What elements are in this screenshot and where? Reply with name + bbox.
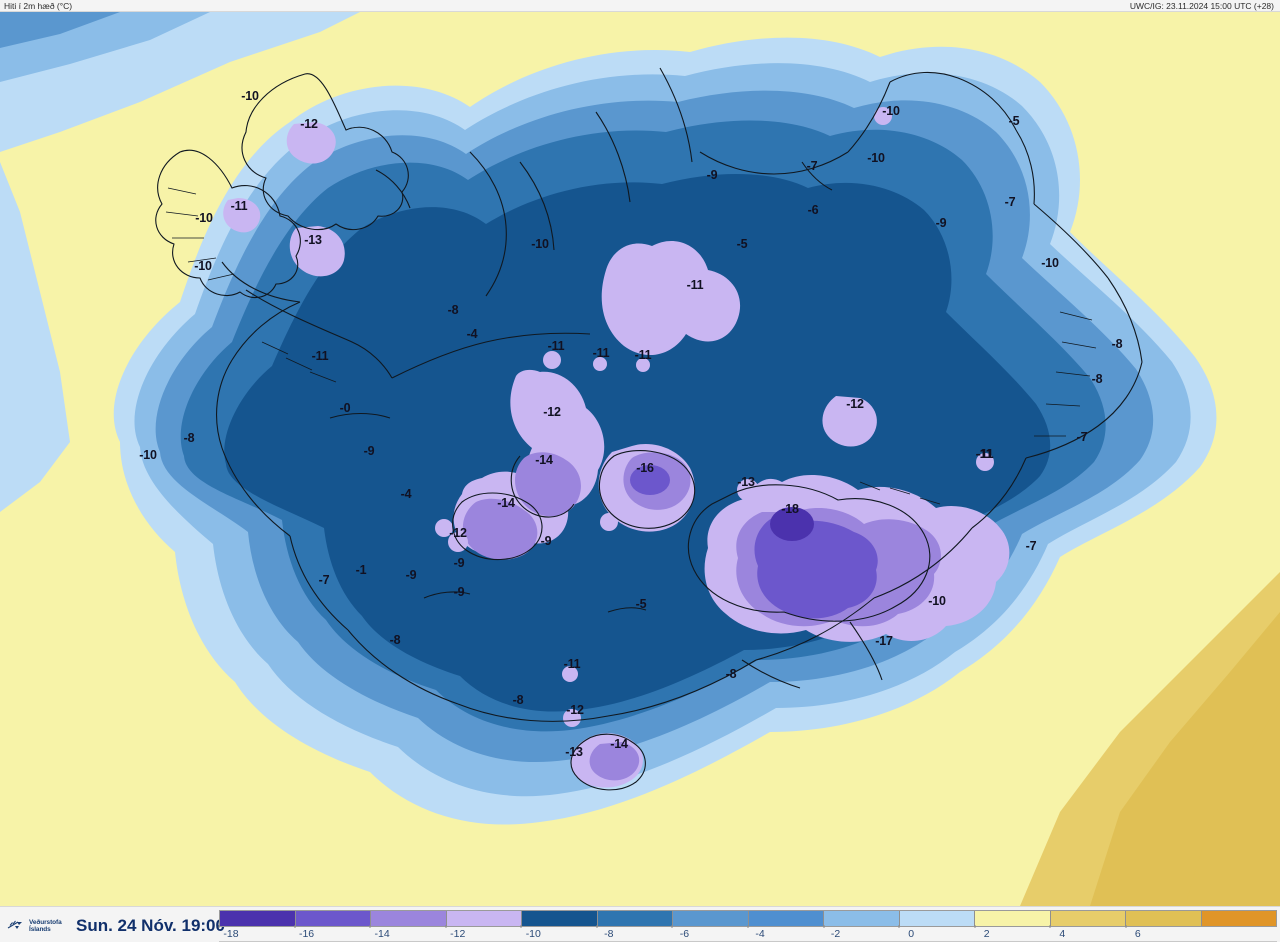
footer-bar: Veðurstofa Íslands Sun. 24 Nóv. 19:00 -1… (0, 906, 1280, 942)
color-scale-tick-label: -16 (298, 928, 315, 940)
color-scale-tick-mark (369, 925, 371, 928)
color-scale-segment (295, 911, 371, 926)
color-scale-segment (975, 911, 1051, 926)
logo-text: Veðurstofa Íslands (29, 919, 62, 934)
color-scale-tick-mark (596, 925, 598, 928)
color-scale-segment (371, 911, 447, 926)
color-scale-tick-label: 2 (983, 928, 990, 940)
color-scale-segment (824, 911, 900, 926)
color-scale-segment (673, 911, 749, 926)
color-scale-tick-label: -4 (755, 928, 765, 940)
color-scale-segment (899, 911, 975, 926)
color-scale-tick-label: -14 (374, 928, 390, 940)
color-scale-segment (1126, 911, 1202, 926)
color-scale-tick-label: -18 (223, 928, 239, 940)
color-scale-segment (220, 911, 296, 926)
color-scale-segment (1201, 911, 1276, 926)
color-scale-tick-label: -12 (450, 928, 466, 940)
color-scale-tick-mark (747, 925, 749, 928)
color-scale-tick-label: 6 (1134, 928, 1141, 940)
color-scale-tick-mark (974, 925, 976, 928)
color-scale[interactable]: -18 -16 -14 -12 -10 -8 -6 -4 -2 0 2 4 6 (218, 910, 1277, 942)
color-scale-tick-mark (294, 925, 296, 928)
model-run-info: UWC/IG: 23.11.2024 15:00 UTC (+28) (1129, 1, 1274, 11)
logo-line-1: Veðurstofa (29, 918, 62, 926)
color-scale-tick-label: -6 (679, 928, 690, 940)
color-scale-tick-mark (445, 925, 447, 928)
logo-line-2: Íslands (29, 926, 51, 933)
color-scale-segment (597, 911, 673, 926)
color-scale-tick-mark (218, 925, 220, 928)
wind-barb-icon (7, 920, 22, 929)
page-title: Hiti í 2m hæð (°C) (4, 1, 73, 11)
color-scale-segment (1050, 911, 1126, 926)
color-scale-tick-mark (520, 925, 522, 928)
color-scale-tick-label: 4 (1059, 928, 1066, 940)
color-scale-tick-mark (823, 925, 825, 928)
color-scale-tick-mark (671, 925, 673, 928)
color-scale-bar[interactable] (219, 910, 1277, 927)
header-bar: Hiti í 2m hæð (°C) UWC/IG: 23.11.2024 15… (0, 0, 1280, 12)
color-scale-tick-mark (898, 925, 900, 928)
color-scale-tick-label: -10 (525, 928, 541, 940)
color-scale-tick-label: 0 (908, 928, 915, 940)
color-scale-segment (748, 911, 824, 926)
color-scale-segment (522, 911, 598, 926)
map-contour-graphic (0, 12, 1280, 906)
color-scale-tick-label: -2 (830, 928, 841, 940)
color-scale-tick-label: -8 (604, 928, 614, 940)
valid-time-label: Sun. 24 Nóv. 19:00 (76, 916, 225, 935)
color-scale-segment (446, 911, 522, 926)
color-scale-tick-mark (1125, 925, 1127, 928)
color-scale-ticks: -18 -16 -14 -12 -10 -8 -6 -4 -2 0 2 4 6 (218, 925, 1277, 941)
vedurstofa-logo[interactable]: Veðurstofa Íslands (6, 915, 68, 937)
color-scale-tick-mark (1049, 925, 1051, 928)
temperature-map[interactable]: -10 -12 -11 -13 -10 -10 -11 -0 -8 -10 -9 -4 -8 -10 -11… (0, 12, 1280, 906)
